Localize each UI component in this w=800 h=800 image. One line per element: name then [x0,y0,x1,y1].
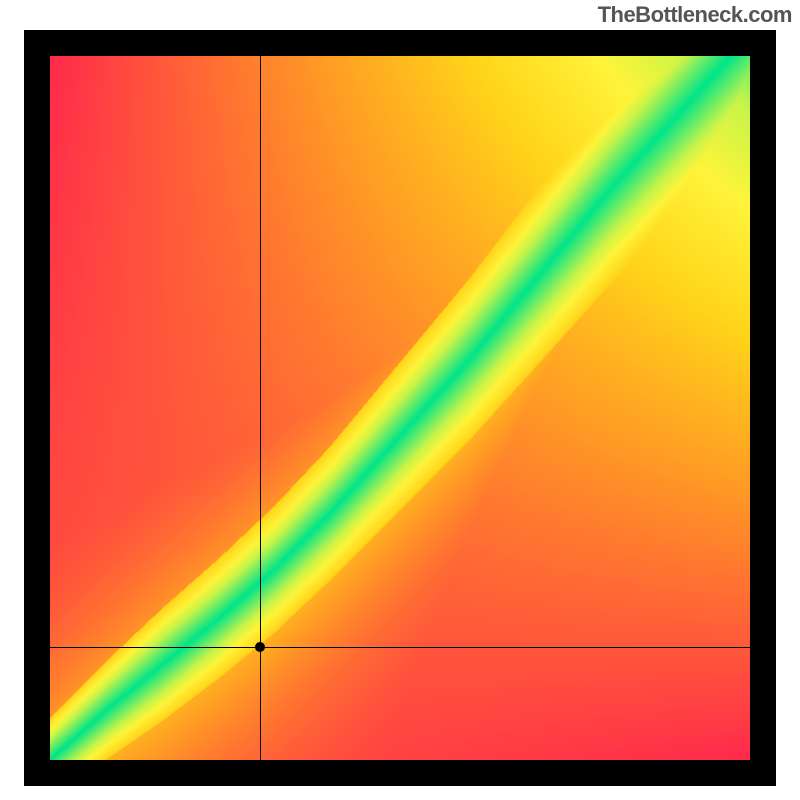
marker-dot [255,642,265,652]
crosshair-horizontal [50,647,750,648]
chart-container: TheBottleneck.com [0,0,800,800]
heatmap-canvas [50,56,750,760]
crosshair-vertical [260,56,261,760]
plot-area [50,56,750,760]
watermark-text: TheBottleneck.com [598,2,792,28]
